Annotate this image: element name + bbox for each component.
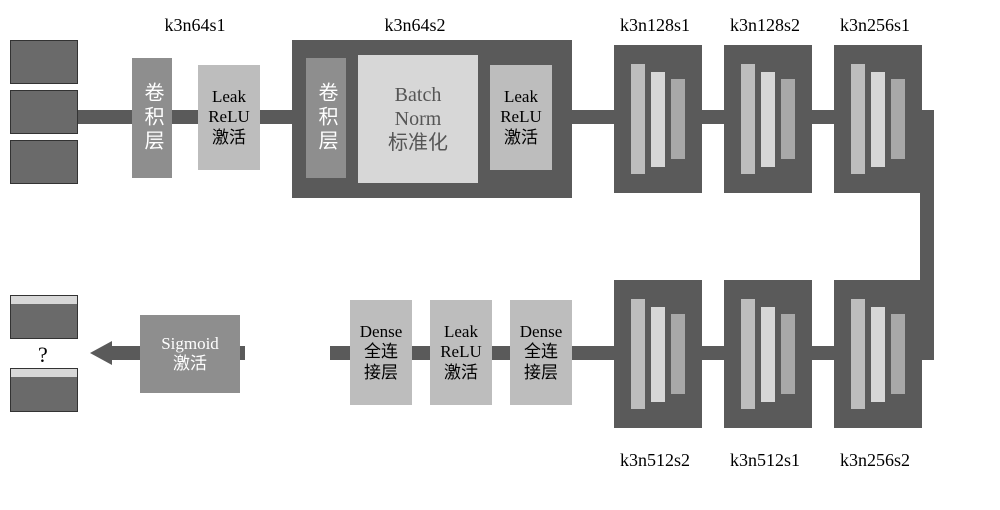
connector [700,346,730,360]
bar [671,79,685,159]
connector [570,346,618,360]
t: 激活 [504,128,538,148]
bar [741,64,755,174]
dense-1: Dense 全连 接层 [510,300,572,405]
bar [631,64,645,174]
sigmoid: Sigmoid 激活 [140,315,240,393]
bar [651,307,665,402]
input-image-2 [10,90,78,134]
bar [761,72,775,167]
bar [671,314,685,394]
t: 标准化 [388,131,448,155]
mini-block-k3n256s1 [834,45,922,193]
t: 全连 [364,342,398,362]
connector-down [920,110,934,360]
connector [258,110,293,124]
question-mark: ? [38,342,48,368]
diagram-canvas: k3n64s1 k3n64s2 k3n128s1 k3n128s2 k3n256… [10,10,990,500]
arrow-icon [90,341,112,365]
label-k3n64s2: k3n64s2 [370,15,460,36]
connector [170,110,200,124]
bar [871,307,885,402]
t: Norm [395,107,442,131]
connector [570,110,615,124]
connector [78,110,133,124]
label-k3n256s1: k3n256s1 [825,15,925,36]
t: Dense [520,322,562,342]
label-k3n256s2: k3n256s2 [825,450,925,471]
conv-layer-1: 卷积层 [132,58,172,178]
leakrelu-3: Leak ReLU 激活 [430,300,492,405]
t: Leak [444,322,478,342]
mini-block-k3n128s2 [724,45,812,193]
leakrelu-1: Leak ReLU 激活 [198,65,260,170]
t: Batch [395,83,442,107]
input-image-1 [10,40,78,84]
bar [891,79,905,159]
mini-block-k3n512s2 [614,280,702,428]
output-image-2 [10,368,78,412]
t: 激活 [444,363,478,383]
t: Leak [504,87,538,107]
bar [871,72,885,167]
bar [741,299,755,409]
mini-block-k3n512s1 [724,280,812,428]
label-k3n512s1: k3n512s1 [715,450,815,471]
t: 接层 [364,363,398,383]
t: 激活 [212,128,246,148]
connector [810,346,840,360]
t: ReLU [440,342,482,362]
batchnorm: Batch Norm 标准化 [358,55,478,183]
bar [851,299,865,409]
t: ReLU [500,107,542,127]
label-k3n128s1: k3n128s1 [605,15,705,36]
bar [891,314,905,394]
t: ReLU [208,107,250,127]
t: Leak [212,87,246,107]
t: Dense [360,322,402,342]
mini-block-k3n128s1 [614,45,702,193]
t: 接层 [524,363,558,383]
label-k3n64s1: k3n64s1 [150,15,240,36]
output-image-1 [10,295,78,339]
t: 全连 [524,342,558,362]
bar [651,72,665,167]
bar [631,299,645,409]
label-k3n128s2: k3n128s2 [715,15,815,36]
bar [781,79,795,159]
label-k3n512s2: k3n512s2 [605,450,705,471]
conv-layer-2: 卷积层 [306,58,346,178]
input-image-3 [10,140,78,184]
conv-text: 卷积层 [140,82,164,154]
bar [781,314,795,394]
t: 激活 [173,354,207,374]
bar [851,64,865,174]
dense-2: Dense 全连 接层 [350,300,412,405]
t: Sigmoid [161,334,219,354]
mini-block-k3n256s2 [834,280,922,428]
bar [761,307,775,402]
leakrelu-2: Leak ReLU 激活 [490,65,552,170]
conv-text: 卷积层 [314,82,338,154]
